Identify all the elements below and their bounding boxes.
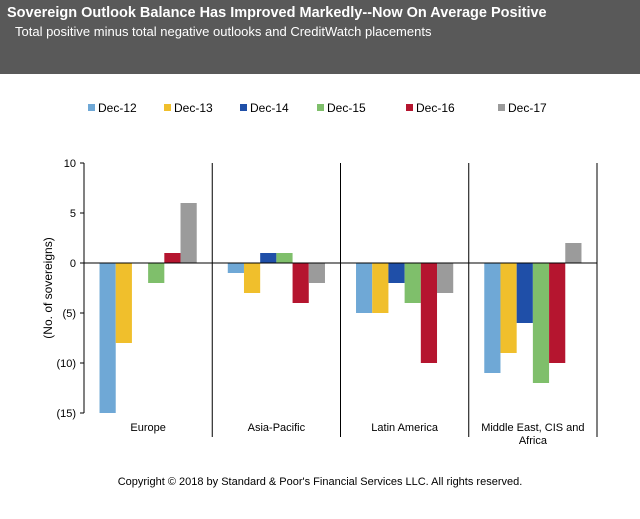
legend-label: Dec-14: [250, 101, 289, 115]
bar: [164, 253, 181, 263]
bar: [532, 263, 550, 383]
bar: [516, 263, 533, 323]
legend: Dec-12 Dec-13 Dec-14 Dec-15 Dec-16 Dec-17: [88, 101, 547, 115]
bar: [276, 253, 293, 263]
legend-swatch: [88, 104, 95, 111]
bar: [437, 263, 454, 293]
x-tick-label: Latin America: [371, 422, 439, 434]
y-tick-label: (15): [56, 408, 76, 420]
bar: [260, 253, 277, 263]
y-tick-label: 10: [64, 158, 76, 170]
legend-swatch: [164, 104, 171, 111]
bar: [243, 263, 261, 293]
chart-title: Sovereign Outlook Balance Has Improved M…: [7, 5, 547, 21]
legend-label: Dec-17: [508, 101, 547, 115]
bar: [99, 263, 116, 413]
legend-swatch: [240, 104, 247, 111]
bar: [292, 263, 309, 303]
header-banner: Sovereign Outlook Balance Has Improved M…: [0, 0, 640, 74]
bar: [227, 263, 244, 273]
y-tick-label: (10): [56, 358, 76, 370]
bar: [420, 263, 438, 363]
bar: [308, 263, 325, 283]
legend-label: Dec-16: [416, 101, 455, 115]
chart-subtitle: Total positive minus total negative outl…: [15, 24, 432, 39]
legend-label: Dec-12: [98, 101, 137, 115]
bar: [500, 263, 517, 353]
bar: [388, 263, 405, 283]
bar: [372, 263, 389, 313]
bar: [565, 243, 582, 263]
legend-label: Dec-13: [174, 101, 213, 115]
x-tick-label: Middle East, CIS and Africa: [481, 422, 584, 447]
bar: [484, 263, 501, 373]
bar: [549, 263, 566, 363]
legend-swatch: [406, 104, 413, 111]
x-tick-label: Europe: [130, 422, 165, 434]
y-tick-label: 5: [70, 208, 76, 220]
bar-chart: Dec-12 Dec-13 Dec-14 Dec-15 Dec-16 Dec-17 10 5…: [41, 101, 598, 447]
y-axis-label: (No. of sovereigns): [41, 237, 55, 338]
bar: [115, 263, 132, 343]
bar: [404, 263, 421, 303]
legend-label: Dec-15: [327, 101, 366, 115]
legend-swatch: [317, 104, 324, 111]
legend-swatch: [498, 104, 505, 111]
bar: [180, 203, 197, 263]
plot-area: 10 5 0 (5) (10) (15) Europe Asia-Pacific Latin A…: [56, 158, 598, 447]
y-tick-label: 0: [70, 258, 76, 270]
x-tick-label: Asia-Pacific: [248, 422, 306, 434]
y-tick-label: (5): [63, 308, 76, 320]
bar: [356, 263, 373, 313]
copyright-notice: Copyright © 2018 by Standard & Poor's Fi…: [117, 476, 523, 488]
bar: [148, 263, 165, 283]
